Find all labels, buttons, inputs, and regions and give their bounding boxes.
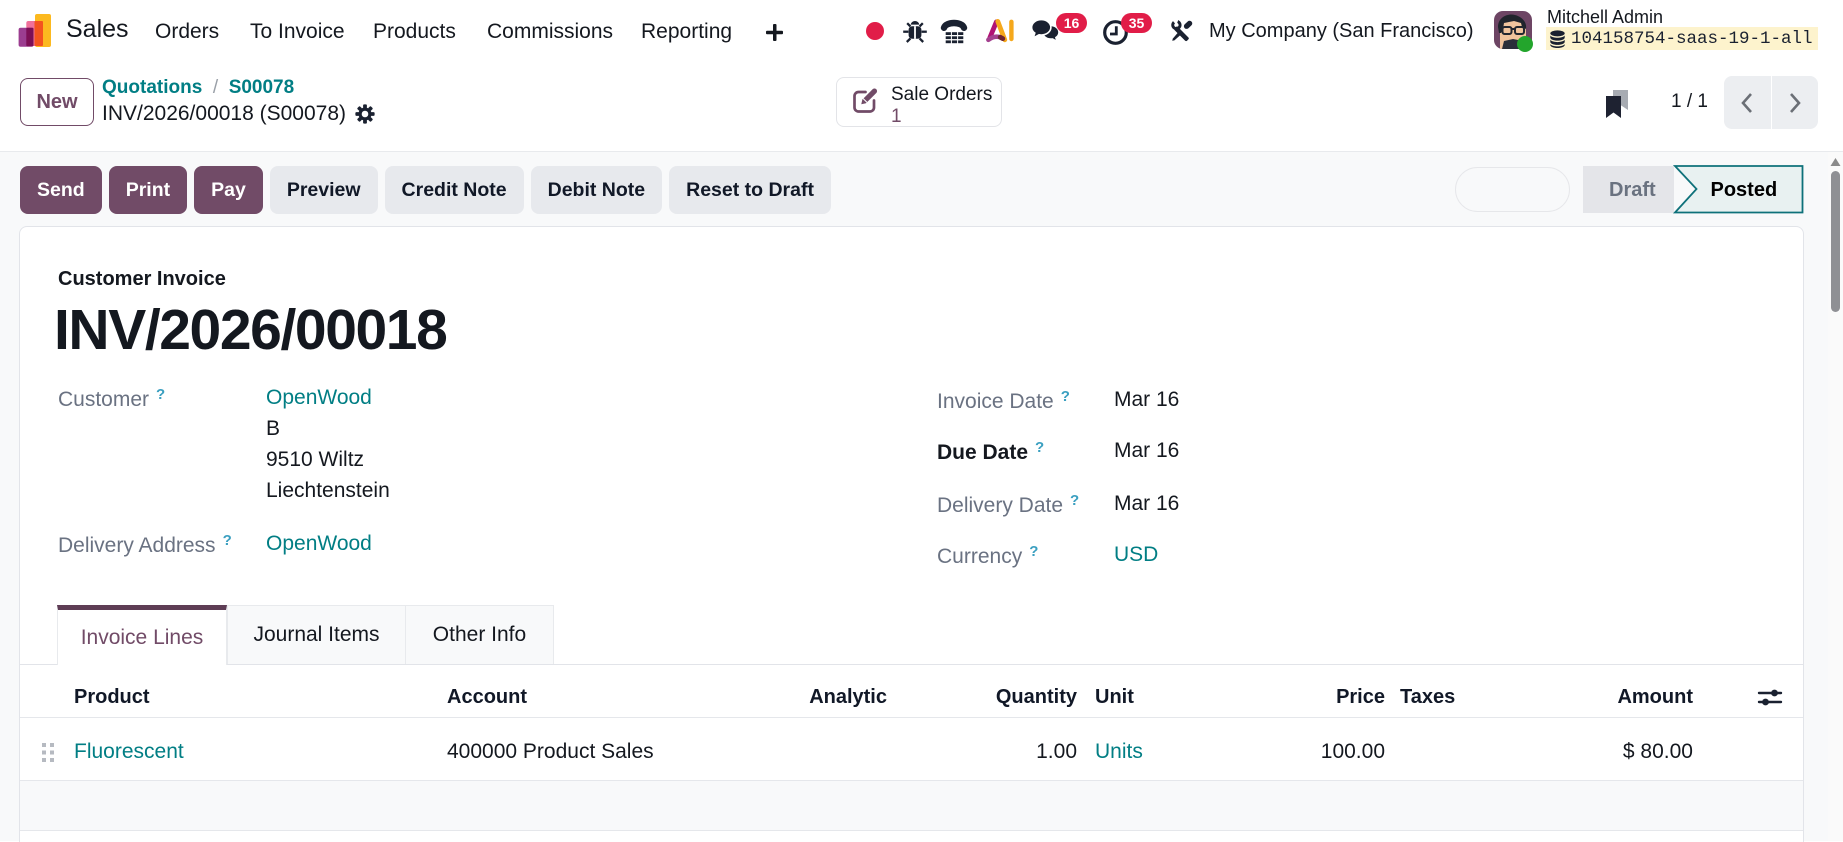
svg-text:Posted: Posted (1711, 179, 1778, 201)
svg-text:Draft: Draft (1609, 179, 1656, 201)
